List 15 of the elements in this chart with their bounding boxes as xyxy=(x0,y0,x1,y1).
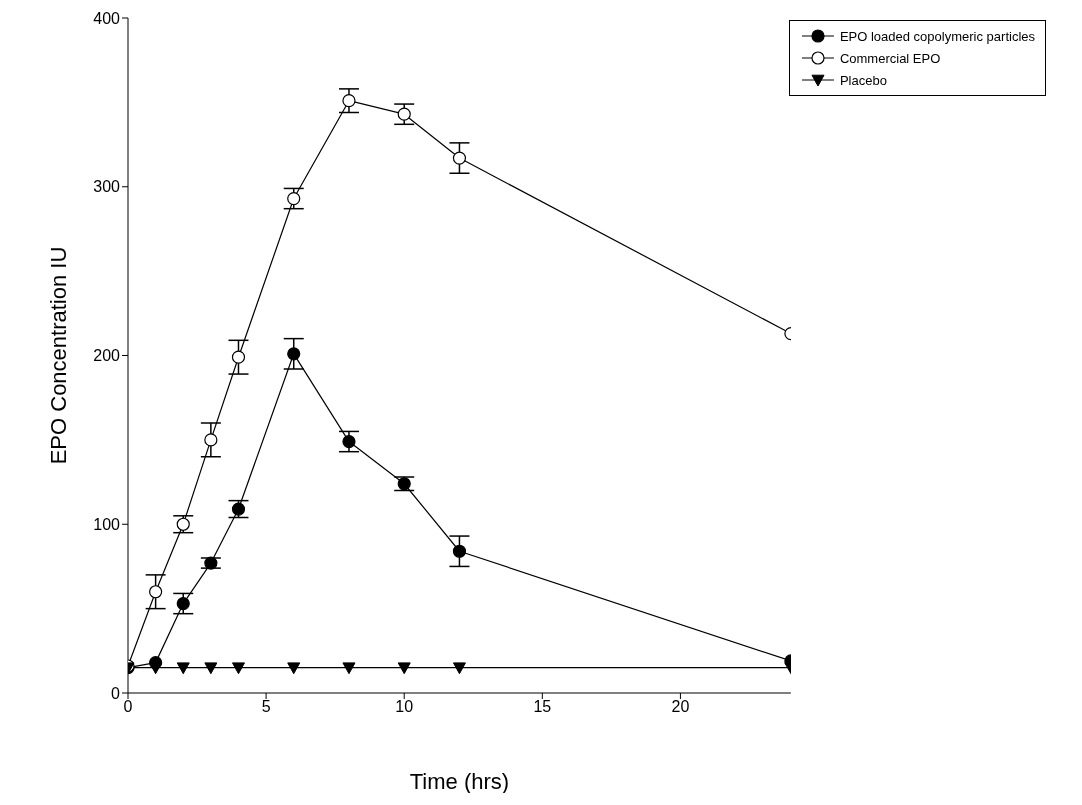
x-tick-label: 0 xyxy=(123,698,133,716)
x-tick-label: 10 xyxy=(395,698,414,716)
y-axis-title: EPO Concentration IU xyxy=(45,246,71,465)
legend-label: Placebo xyxy=(839,72,887,88)
y-tick-label: 0 xyxy=(111,684,121,702)
y-tick-label: 400 xyxy=(93,9,121,27)
x-axis-title: Time (hrs) xyxy=(409,768,510,794)
legend-label: Commercial EPO xyxy=(839,50,941,66)
y-tick-label: 200 xyxy=(93,347,121,365)
legend-label: EPO loaded copolymeric particles xyxy=(839,28,1035,44)
x-tick-label: 20 xyxy=(671,698,690,716)
y-tick-label: 300 xyxy=(93,178,121,196)
y-tick-label: 100 xyxy=(93,515,121,533)
x-tick-label: 5 xyxy=(261,698,271,716)
x-tick-label: 15 xyxy=(533,698,552,716)
